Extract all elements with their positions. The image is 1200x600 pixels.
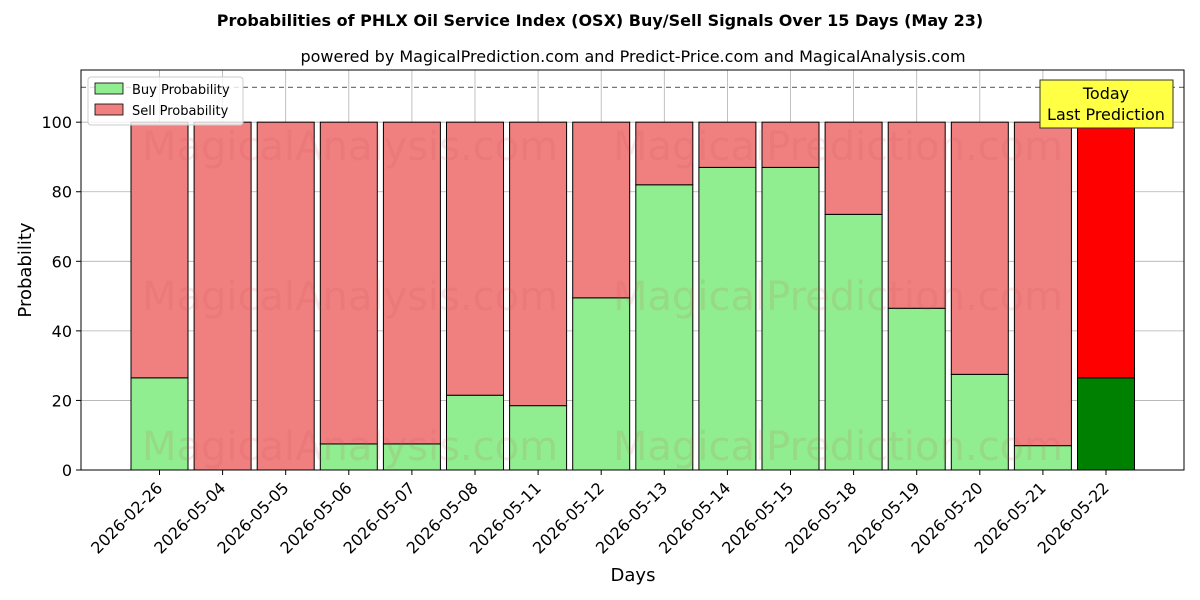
- bar-buy-2026-05-19: [887, 307, 946, 471]
- bar-sell-2026-05-11: [509, 121, 568, 407]
- watermark-prediction: MagicalPrediction.com: [613, 424, 1063, 470]
- y-tick-label: 20: [52, 391, 72, 410]
- bar-sell-2026-02-26: [130, 121, 189, 379]
- bar-buy-2026-05-22: [1077, 377, 1135, 471]
- bar-buy-2026-05-18: [824, 213, 883, 471]
- bar-sell-2026-05-05: [256, 121, 315, 471]
- y-tick-label: 0: [62, 461, 72, 480]
- legend-swatch-buy: [94, 82, 124, 95]
- legend-frame: [87, 76, 244, 126]
- y-axis-label: Probability: [15, 222, 36, 317]
- today-annotation: Today Last Prediction: [1039, 79, 1174, 129]
- x-axis-ticks: 2026-02-262026-05-042026-05-052026-05-06…: [87, 470, 1113, 558]
- bar-sell-2026-05-22: [1077, 121, 1135, 379]
- watermark-analysis: MagicalAnalysis.com: [142, 124, 558, 170]
- watermark-analysis: MagicalAnalysis.com: [142, 424, 558, 470]
- legend-label-buy: Buy Probability: [132, 83, 230, 98]
- bar-sell-2026-05-21: [1013, 121, 1072, 447]
- y-tick-label: 60: [52, 252, 72, 271]
- bar-buy-2026-05-12: [572, 297, 631, 471]
- watermarks: MagicalAnalysis.com MagicalPrediction.com…: [142, 124, 1063, 470]
- bar-buy-2026-05-08: [446, 394, 504, 471]
- bar-sell-2026-05-13: [635, 121, 694, 186]
- y-tick-label: 80: [52, 183, 72, 202]
- bar-sell-2026-05-07: [382, 121, 441, 445]
- bar-buy-2026-05-11: [509, 405, 568, 471]
- bar-sell-2026-05-18: [824, 121, 883, 215]
- bar-buy-2026-05-06: [319, 443, 378, 471]
- bar-sell-2026-05-04: [193, 121, 252, 471]
- bar-buy-2026-05-15: [761, 166, 820, 471]
- legend-label-sell: Sell Probability: [132, 104, 229, 119]
- bar-buy-2026-05-13: [635, 184, 694, 471]
- bar-sell-2026-05-12: [572, 121, 631, 299]
- bar-sell-2026-05-19: [887, 121, 946, 309]
- bar-sell-2026-05-08: [446, 121, 504, 396]
- today-annotation-box: [1039, 79, 1174, 129]
- plot-frame: [80, 69, 1185, 471]
- chart-title: Probabilities of PHLX Oil Service Index …: [217, 11, 983, 30]
- bar-sell-2026-05-14: [698, 121, 757, 168]
- x-axis-label: Days: [611, 565, 656, 586]
- today-annotation-line-2: Last Prediction: [1047, 105, 1165, 124]
- watermark-prediction: MagicalPrediction.com: [613, 124, 1063, 170]
- legend-swatch-sell: [94, 103, 124, 116]
- bar-sell-2026-05-20: [950, 121, 1009, 375]
- bar-sell-2026-05-06: [319, 121, 378, 445]
- bar-sell-2026-05-15: [761, 121, 820, 168]
- legend: Buy Probability Sell Probability: [87, 76, 244, 126]
- chart-subtitle: powered by MagicalPrediction.com and Pre…: [300, 47, 965, 66]
- bar-buy-2026-05-20: [950, 373, 1009, 471]
- watermark-analysis: MagicalAnalysis.com: [142, 274, 558, 320]
- bar-buy-2026-05-14: [698, 166, 757, 471]
- bars: [130, 121, 1135, 471]
- watermark-prediction: MagicalPrediction.com: [613, 274, 1063, 320]
- y-axis-ticks: 0 20 40 60 80 100: [41, 113, 81, 480]
- today-annotation-line-1: Today: [1082, 84, 1129, 103]
- y-tick-label: 100: [41, 113, 72, 132]
- y-tick-label: 40: [52, 322, 72, 341]
